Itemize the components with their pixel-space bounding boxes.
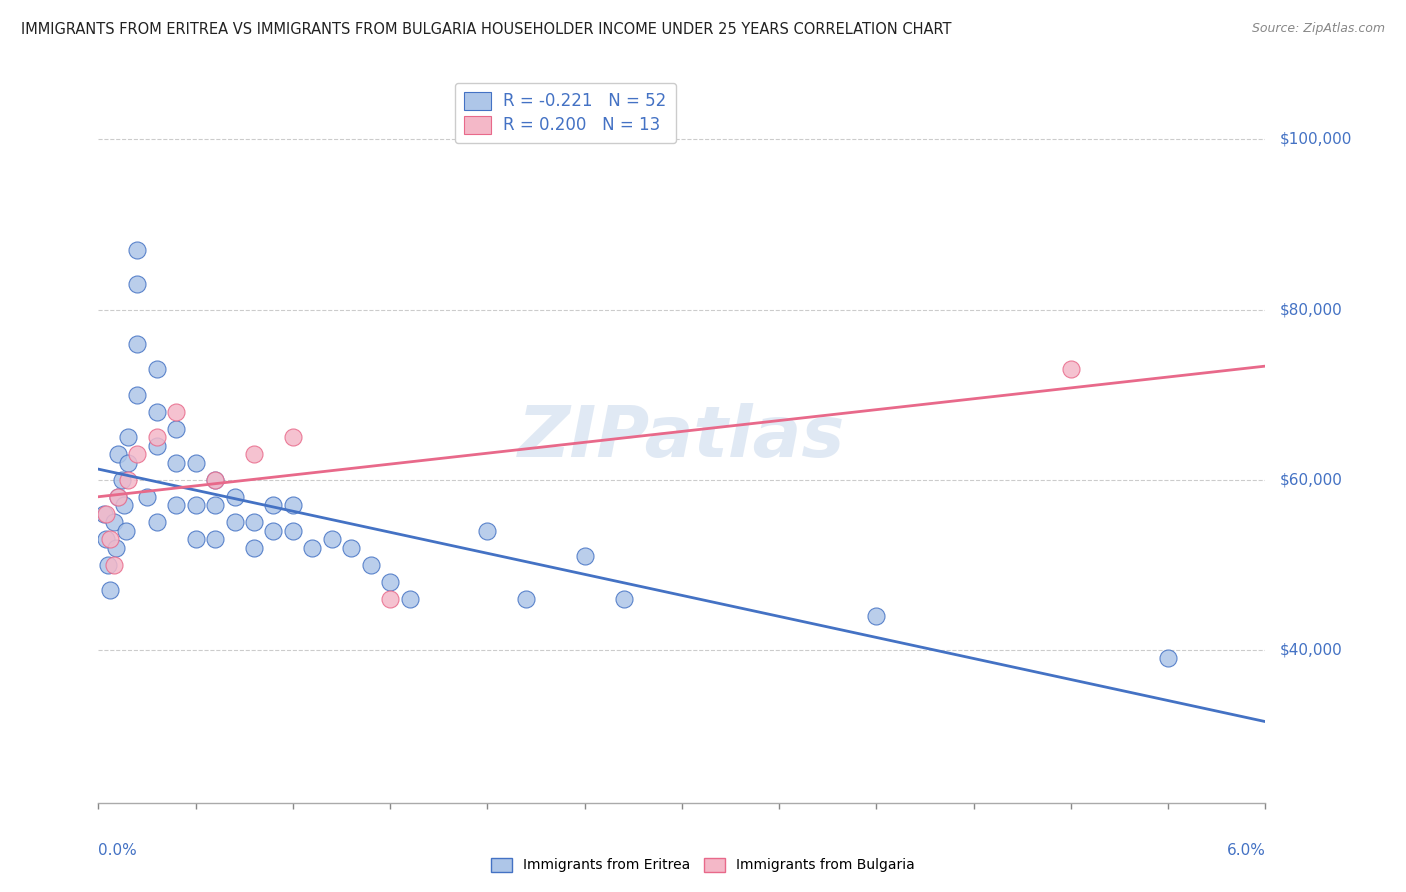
Point	[613, 591, 636, 606]
Point	[112, 498, 135, 512]
Point	[243, 541, 266, 555]
Point	[107, 490, 129, 504]
Text: $100,000: $100,000	[1279, 132, 1351, 147]
Point	[165, 404, 187, 418]
Point	[380, 574, 402, 589]
Point	[262, 498, 284, 512]
Point	[146, 404, 169, 418]
Point	[574, 549, 596, 563]
Text: ZIPatlas: ZIPatlas	[519, 402, 845, 472]
Point	[127, 387, 149, 401]
Point	[127, 336, 149, 351]
Point	[340, 541, 363, 555]
Point	[281, 524, 304, 538]
Point	[165, 498, 187, 512]
Point	[104, 541, 127, 555]
Point	[243, 515, 266, 529]
Point	[96, 532, 118, 546]
Text: 0.0%: 0.0%	[98, 843, 138, 858]
Point	[98, 583, 121, 598]
Point	[515, 591, 537, 606]
Text: Source: ZipAtlas.com: Source: ZipAtlas.com	[1251, 22, 1385, 36]
Point	[93, 507, 115, 521]
Point	[107, 447, 129, 461]
Point	[97, 558, 120, 572]
Point	[127, 243, 149, 257]
Point	[204, 473, 226, 487]
Point	[114, 524, 136, 538]
Text: $60,000: $60,000	[1279, 472, 1343, 487]
Point	[136, 490, 159, 504]
Text: IMMIGRANTS FROM ERITREA VS IMMIGRANTS FROM BULGARIA HOUSEHOLDER INCOME UNDER 25 : IMMIGRANTS FROM ERITREA VS IMMIGRANTS FR…	[21, 22, 952, 37]
Legend: R = -0.221   N = 52, R = 0.200   N = 13: R = -0.221 N = 52, R = 0.200 N = 13	[454, 83, 676, 143]
Point	[204, 532, 226, 546]
Point	[281, 498, 304, 512]
Point	[204, 473, 226, 487]
Point	[184, 456, 207, 470]
Point	[117, 473, 139, 487]
Point	[184, 498, 207, 512]
Text: $80,000: $80,000	[1279, 302, 1343, 317]
Point	[1157, 651, 1180, 665]
Point	[146, 439, 169, 453]
Point	[111, 473, 134, 487]
Point	[224, 490, 246, 504]
Text: 6.0%: 6.0%	[1226, 843, 1265, 858]
Point	[98, 532, 121, 546]
Point	[224, 515, 246, 529]
Point	[117, 430, 139, 444]
Point	[127, 277, 149, 291]
Text: $40,000: $40,000	[1279, 642, 1343, 657]
Point	[204, 498, 226, 512]
Point	[1060, 362, 1083, 376]
Point	[146, 362, 169, 376]
Point	[865, 608, 887, 623]
Point	[321, 532, 343, 546]
Legend: Immigrants from Eritrea, Immigrants from Bulgaria: Immigrants from Eritrea, Immigrants from…	[485, 852, 921, 878]
Point	[281, 430, 304, 444]
Point	[146, 515, 169, 529]
Point	[96, 507, 118, 521]
Point	[107, 490, 129, 504]
Point	[243, 447, 266, 461]
Point	[117, 456, 139, 470]
Point	[184, 532, 207, 546]
Point	[103, 558, 125, 572]
Point	[165, 421, 187, 435]
Point	[398, 591, 420, 606]
Point	[103, 515, 125, 529]
Point	[301, 541, 323, 555]
Point	[165, 456, 187, 470]
Point	[380, 591, 402, 606]
Point	[477, 524, 499, 538]
Point	[127, 447, 149, 461]
Point	[262, 524, 284, 538]
Point	[146, 430, 169, 444]
Point	[360, 558, 382, 572]
